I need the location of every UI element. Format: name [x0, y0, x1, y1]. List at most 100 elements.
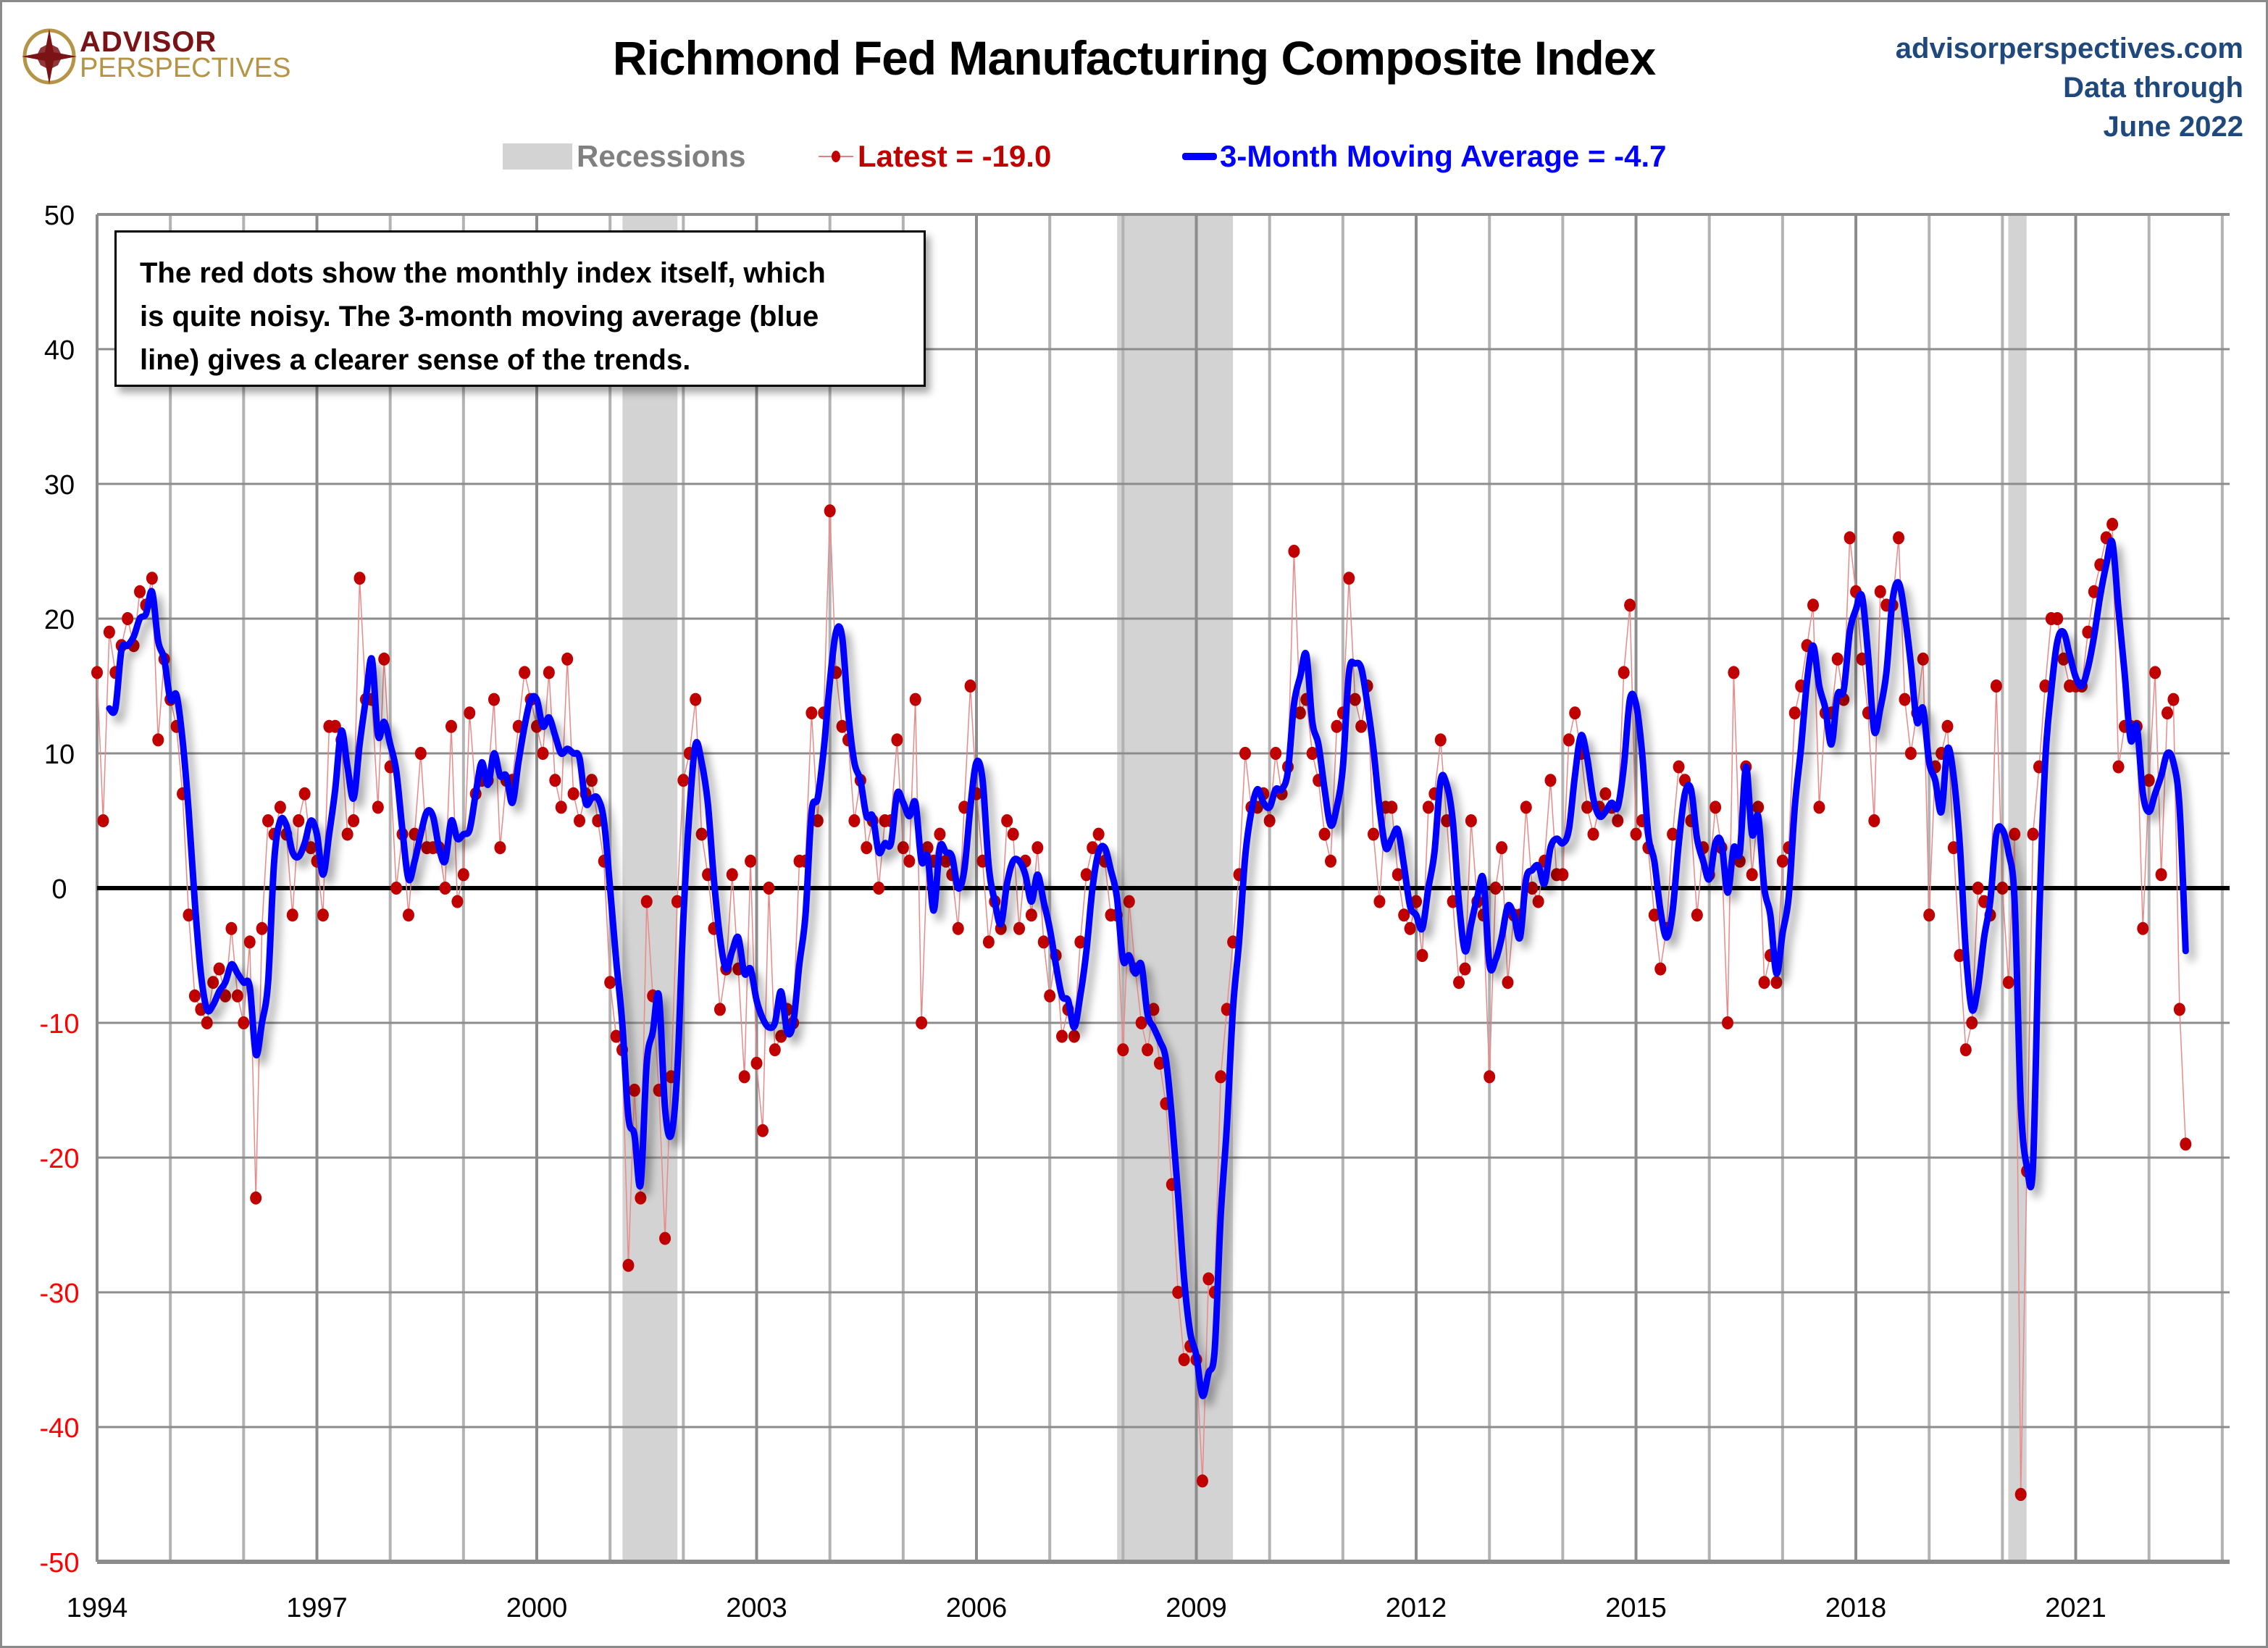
- data-point: [903, 854, 916, 868]
- data-point: [677, 774, 690, 787]
- data-point: [1434, 733, 1447, 747]
- data-point: [225, 921, 238, 935]
- data-point: [763, 882, 775, 895]
- line-swatch: [1182, 153, 1217, 160]
- data-point: [1270, 747, 1282, 760]
- y-tick-label: 50: [44, 201, 75, 231]
- data-point: [1142, 1043, 1154, 1057]
- axes: [96, 213, 2230, 1564]
- data-point: [464, 706, 476, 720]
- x-tick-label: 2003: [726, 1593, 787, 1623]
- data-point: [2143, 774, 2155, 787]
- data-point: [1025, 908, 1037, 922]
- data-point: [1416, 949, 1428, 962]
- data-point: [1624, 598, 1636, 612]
- data-point: [1587, 827, 1599, 841]
- data-point: [457, 868, 469, 882]
- data-point: [348, 814, 360, 827]
- data-point: [1557, 868, 1569, 882]
- data-point: [353, 572, 366, 585]
- data-point: [1941, 719, 1954, 733]
- data-point: [1752, 800, 1765, 814]
- data-point: [1037, 935, 1050, 949]
- legend: Recessions Latest = -19.0 3-Month Moving…: [0, 136, 2268, 177]
- data-point: [1502, 976, 1514, 990]
- chart-title: Richmond Fed Manufacturing Composite Ind…: [612, 31, 1656, 85]
- source-block: advisorperspectives.com Data through Jun…: [1896, 29, 2243, 146]
- data-point: [982, 935, 995, 949]
- data-point: [1856, 652, 1868, 666]
- legend-recessions-label: Recessions: [577, 139, 746, 173]
- data-point: [1318, 827, 1331, 841]
- data-point: [1013, 921, 1026, 935]
- data-point: [1526, 882, 1539, 895]
- recession-swatch: [503, 143, 572, 170]
- data-point: [1630, 827, 1642, 841]
- data-point: [1959, 1043, 1972, 1057]
- data-point: [2167, 693, 2180, 706]
- data-point: [537, 747, 549, 760]
- x-tick-label: 1994: [67, 1593, 128, 1623]
- data-point: [372, 800, 384, 814]
- data-point: [2137, 921, 2149, 935]
- moving-average-series: [106, 537, 2189, 1400]
- data-point: [1044, 989, 1056, 1003]
- data-point: [1087, 841, 1099, 855]
- data-point: [1899, 693, 1911, 706]
- data-point: [635, 1191, 647, 1205]
- x-tick-label: 2006: [946, 1593, 1008, 1623]
- data-point: [2162, 706, 2174, 720]
- data-point: [1496, 841, 1508, 855]
- data-point: [909, 693, 921, 706]
- data-point: [1904, 747, 1917, 760]
- data-point: [1544, 774, 1557, 787]
- x-tick-label: 2021: [2045, 1593, 2106, 1623]
- data-point: [152, 733, 164, 747]
- data-point: [640, 895, 653, 908]
- data-point: [561, 652, 574, 666]
- data-point: [2112, 760, 2125, 774]
- data-point: [952, 921, 964, 935]
- data-point: [1202, 1272, 1215, 1286]
- data-point: [549, 774, 561, 787]
- data-point: [726, 868, 738, 882]
- data-point: [1263, 814, 1276, 827]
- data-point: [274, 800, 286, 814]
- data-point: [1007, 827, 1019, 841]
- data-point: [690, 693, 702, 706]
- y-tick-label: 0: [51, 874, 67, 905]
- data-point: [1746, 868, 1758, 882]
- data-point: [1392, 868, 1404, 882]
- y-tick-label: -50: [40, 1548, 80, 1578]
- data-point: [1068, 1029, 1080, 1043]
- data-point: [1893, 531, 1905, 545]
- data-point: [201, 1016, 213, 1029]
- data-point: [836, 719, 848, 733]
- data-point: [1788, 706, 1801, 720]
- data-point: [256, 921, 268, 935]
- x-tick-label: 2018: [1825, 1593, 1887, 1623]
- data-point: [494, 841, 506, 855]
- data-point: [1868, 814, 1880, 827]
- annotation-line-1: The red dots show the monthly index itse…: [140, 257, 826, 289]
- data-point: [2057, 652, 2070, 666]
- data-point: [1807, 598, 1820, 612]
- data-point: [2009, 827, 2021, 841]
- data-point: [1599, 787, 1612, 800]
- x-tick-label: 2000: [506, 1593, 568, 1623]
- data-point: [604, 976, 616, 990]
- data-point: [1123, 895, 1135, 908]
- logo-text-advisor: ADVISOR: [80, 26, 217, 58]
- data-point: [97, 814, 109, 827]
- data-point: [1386, 800, 1398, 814]
- data-point: [1453, 976, 1465, 990]
- data-point: [1691, 908, 1703, 922]
- data-point: [1239, 747, 1251, 760]
- source-date: June 2022: [2103, 111, 2243, 143]
- data-point: [1489, 882, 1502, 895]
- data-point: [1178, 1353, 1190, 1366]
- data-point: [231, 989, 243, 1003]
- data-point: [1092, 827, 1105, 841]
- data-point: [439, 882, 451, 895]
